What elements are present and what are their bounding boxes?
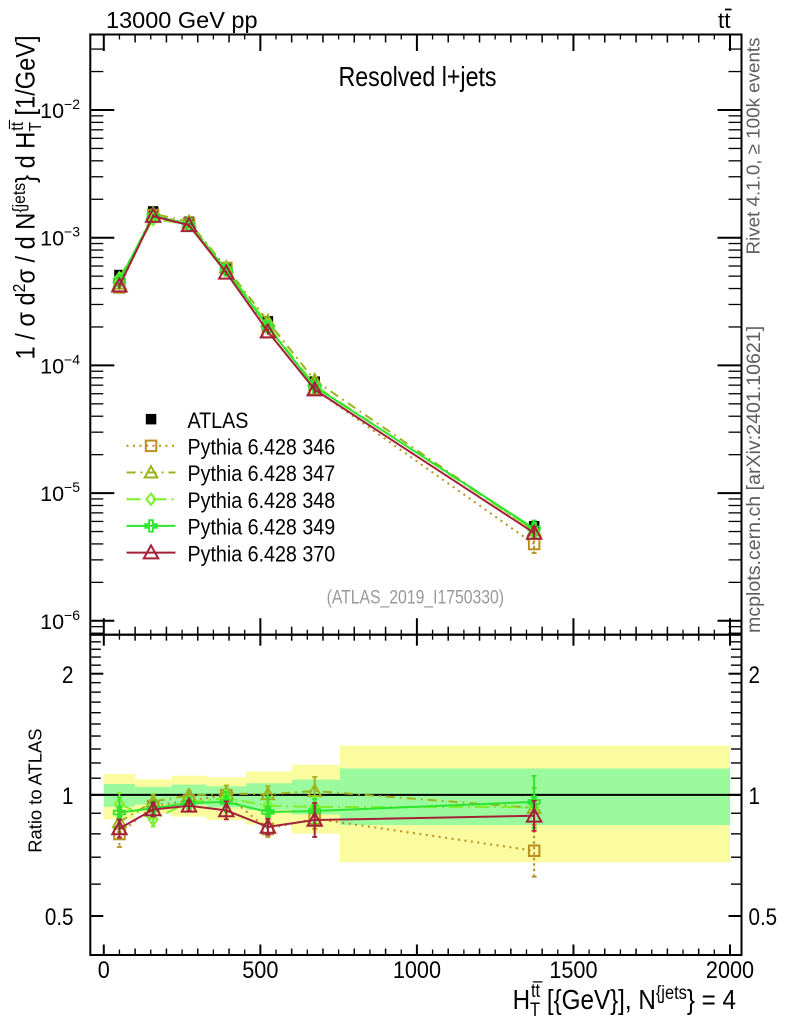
svg-text:(ATLAS_2019_I1750330): (ATLAS_2019_I1750330) xyxy=(327,586,504,609)
svg-text:HTtt̅ [{GeV}], N{jets} = 4: HTtt̅ [{GeV}], N{jets} = 4 xyxy=(513,980,736,1020)
svg-text:Pythia 6.428 370: Pythia 6.428 370 xyxy=(188,542,336,566)
svg-text:1 / σ d2σ / d N{jets} d HTtt̅: 1 / σ d2σ / d N{jets} d HTtt̅ [1/GeV] xyxy=(7,35,45,359)
svg-text:10−3: 10−3 xyxy=(40,224,80,251)
svg-text:Pythia 6.428 349: Pythia 6.428 349 xyxy=(188,515,336,539)
svg-text:1500: 1500 xyxy=(549,956,597,984)
svg-text:1: 1 xyxy=(749,782,760,809)
svg-text:1000: 1000 xyxy=(393,956,441,984)
svg-text:Pythia 6.428 348: Pythia 6.428 348 xyxy=(188,489,336,513)
svg-text:2: 2 xyxy=(62,661,73,688)
svg-text:2: 2 xyxy=(749,661,760,688)
svg-text:mcplots.cern.ch [arXiv:2401.10: mcplots.cern.ch [arXiv:2401.10621] xyxy=(743,326,765,633)
svg-text:1: 1 xyxy=(62,782,73,809)
svg-text:Ratio to ATLAS: Ratio to ATLAS xyxy=(24,728,45,852)
svg-text:500: 500 xyxy=(242,956,278,984)
svg-text:tt: tt xyxy=(718,8,731,33)
svg-text:0.5: 0.5 xyxy=(749,903,778,930)
svg-text:0.5: 0.5 xyxy=(45,903,74,930)
svg-text:2000: 2000 xyxy=(706,956,754,984)
svg-text:Rivet 4.1.0, ≥ 100k events: Rivet 4.1.0, ≥ 100k events xyxy=(743,37,764,254)
svg-text:Pythia 6.428 346: Pythia 6.428 346 xyxy=(188,435,336,459)
svg-text:ATLAS: ATLAS xyxy=(188,409,249,433)
svg-text:Pythia 6.428 347: Pythia 6.428 347 xyxy=(188,462,336,486)
svg-text:Resolved l+jets: Resolved l+jets xyxy=(338,62,496,92)
svg-text:13000 GeV pp: 13000 GeV pp xyxy=(106,7,258,33)
svg-text:0: 0 xyxy=(98,956,110,984)
